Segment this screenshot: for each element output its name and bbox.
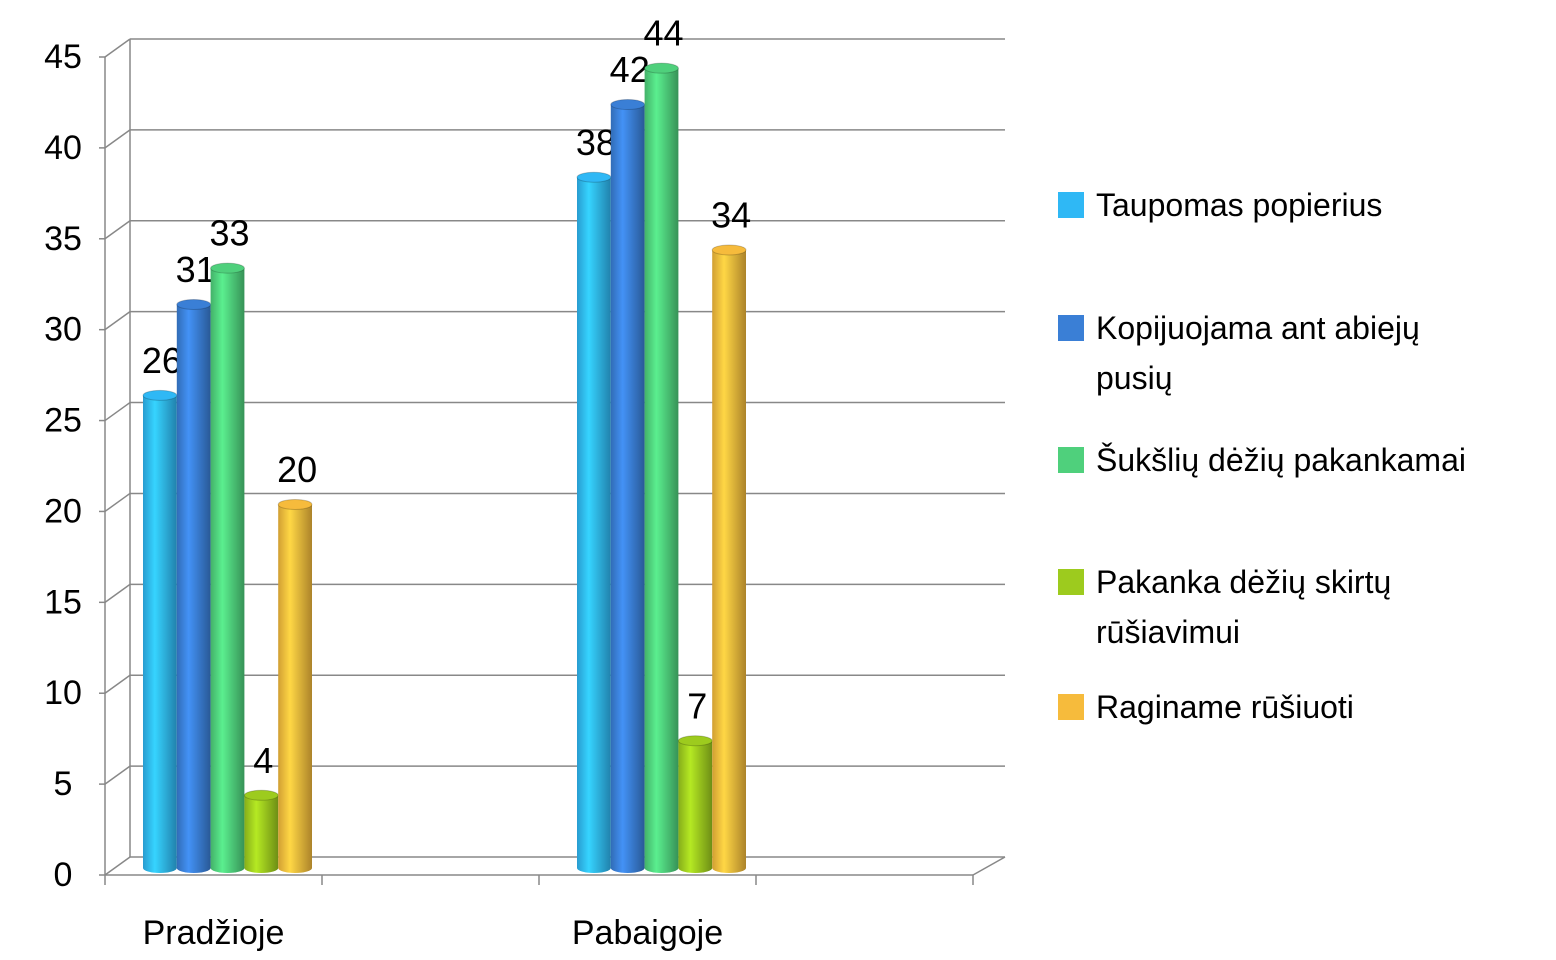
data-label: 26: [142, 340, 182, 381]
data-label: 4: [253, 740, 273, 781]
floor-line: [972, 856, 1006, 876]
bar-base: [712, 863, 746, 873]
x-tick-label: Pabaigoje: [572, 914, 723, 952]
legend-swatch: [1058, 192, 1084, 218]
bar: [610, 104, 645, 869]
grid-line: [104, 38, 131, 58]
bar: [210, 268, 245, 869]
bar-top: [576, 171, 612, 183]
grid-line: [104, 765, 131, 785]
y-tick-label: 45: [44, 38, 82, 76]
legend-swatch: [1058, 315, 1084, 341]
bar: [577, 177, 611, 868]
legend-item: Šukšlių dėžių pakankamai: [1058, 435, 1498, 485]
legend-item: Raginame rūšiuoti: [1058, 682, 1498, 732]
data-label: 34: [711, 194, 751, 235]
data-label: 38: [576, 122, 616, 163]
legend-label: Kopijuojama ant abiejų pusių: [1096, 310, 1420, 396]
bar-base: [244, 863, 279, 873]
legend-swatch: [1058, 694, 1084, 720]
bar-base: [577, 863, 611, 873]
bar-base: [210, 863, 245, 873]
y-tick-label: 20: [44, 492, 82, 530]
legend-label: Raginame rūšiuoti: [1096, 689, 1354, 725]
y-tick-label: 10: [44, 674, 82, 712]
bar-top: [243, 789, 279, 801]
data-label: 44: [643, 13, 683, 54]
bar-top: [644, 62, 679, 74]
bar: [143, 395, 177, 868]
data-label: 42: [610, 49, 650, 90]
y-tick-label: 30: [44, 311, 82, 349]
bar-top: [277, 498, 313, 510]
grid-line: [104, 674, 131, 694]
data-label: 33: [209, 213, 249, 254]
y-tick-label: 15: [44, 583, 82, 621]
bar-base: [176, 863, 211, 873]
bar: [678, 740, 713, 868]
legend-swatch: [1058, 447, 1084, 473]
bar-top: [176, 298, 212, 310]
bar: [176, 304, 211, 868]
bar-base: [143, 863, 177, 873]
bar-base: [644, 863, 679, 873]
bar: [644, 68, 679, 868]
data-label: 31: [176, 249, 216, 290]
legend-label: Šukšlių dėžių pakankamai: [1096, 442, 1466, 478]
y-tick-label: 0: [54, 856, 73, 894]
bar: [712, 249, 746, 868]
bar-base: [678, 863, 713, 873]
grid-line: [104, 583, 131, 603]
bar-base: [610, 863, 645, 873]
bar-top: [142, 389, 178, 401]
legend-swatch: [1058, 569, 1084, 595]
x-tick-label: Pradžioje: [143, 914, 285, 952]
data-label: 20: [277, 449, 317, 490]
grid-line: [104, 492, 131, 513]
data-label: 7: [687, 685, 707, 726]
grid-line: [104, 129, 131, 149]
bar-base: [278, 863, 312, 873]
y-tick-label: 40: [44, 129, 82, 167]
bar-top: [610, 99, 646, 111]
legend-item: Taupomas popierius: [1058, 180, 1498, 230]
legend-item: Kopijuojama ant abiejų pusių: [1058, 303, 1498, 403]
y-tick-label: 35: [44, 220, 82, 258]
bar-top: [210, 262, 245, 274]
legend-item: Pakanka dėžių skirtų rūšiavimui: [1058, 557, 1498, 657]
y-tick-label: 25: [44, 402, 82, 440]
grid-line: [104, 401, 131, 422]
legend-label: Pakanka dėžių skirtų rūšiavimui: [1096, 564, 1392, 650]
legend-label: Taupomas popierius: [1096, 187, 1383, 223]
y-tick-label: 5: [54, 765, 73, 803]
grid-line: [104, 856, 131, 876]
grid-line: [104, 220, 131, 240]
grid-line: [104, 311, 131, 331]
bar: [278, 504, 312, 868]
bar: [244, 795, 279, 868]
bar-top: [711, 244, 747, 256]
bar-top: [677, 735, 713, 747]
